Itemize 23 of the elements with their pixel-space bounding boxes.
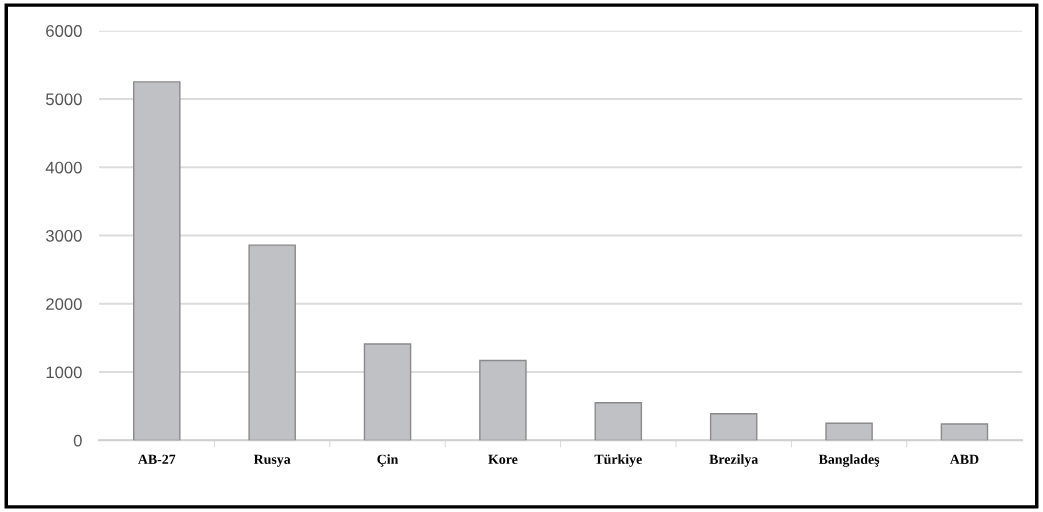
- x-tick-label: Türkiye: [594, 454, 642, 467]
- bar: [363, 343, 412, 441]
- x-tick-label: ABD: [949, 454, 979, 464]
- x-tick-label: Kore: [488, 454, 518, 464]
- y-tick-label: 6000: [46, 25, 82, 37]
- x-tick-label: Rusya: [253, 454, 291, 467]
- bar: [479, 359, 527, 441]
- y-tick-label: 0: [73, 434, 82, 447]
- x-tick-label: AB-27: [138, 454, 176, 464]
- bar: [825, 422, 873, 441]
- y-tick-label: 1000: [46, 366, 82, 379]
- x-tick-label: Brezilya: [709, 454, 759, 467]
- bar: [709, 413, 758, 441]
- y-tick-label: 5000: [46, 93, 82, 106]
- y-tick-label: 3000: [45, 229, 82, 242]
- bar: [133, 81, 181, 441]
- y-tick-label: 4000: [45, 161, 82, 174]
- x-tick-label: Çin: [377, 454, 399, 467]
- y-tick-label: 2000: [46, 298, 82, 310]
- bar: [594, 402, 643, 441]
- x-tick-label: Bangladeş: [818, 454, 880, 467]
- bar: [248, 244, 296, 441]
- bar: [940, 423, 989, 441]
